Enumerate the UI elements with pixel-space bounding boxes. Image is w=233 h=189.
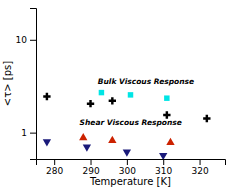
point bbox=[128, 92, 133, 97]
tick-mark bbox=[127, 159, 128, 165]
tick-mark bbox=[200, 159, 201, 165]
point bbox=[43, 139, 51, 146]
tick-label: 1 bbox=[21, 128, 27, 138]
point bbox=[123, 150, 131, 157]
point bbox=[164, 95, 169, 100]
y-axis: 1 10 bbox=[16, 9, 37, 160]
axis-line bbox=[37, 160, 226, 166]
tick-label: 320 bbox=[191, 166, 208, 176]
tick-label: 300 bbox=[119, 166, 136, 176]
y-axis-title: <τ> [ps] bbox=[2, 61, 13, 106]
series bbox=[99, 90, 170, 101]
x-axis-title: Temperature [K] bbox=[89, 176, 171, 187]
chart: 280 290 300 310 320 1 10 Temperature [K] <τ> [ps… bbox=[0, 0, 233, 189]
point bbox=[203, 115, 210, 122]
point bbox=[79, 133, 87, 140]
point bbox=[99, 90, 104, 95]
point bbox=[108, 136, 116, 143]
point bbox=[83, 145, 91, 152]
tick-label: 10 bbox=[16, 35, 28, 45]
point bbox=[159, 153, 167, 159]
tick: 290 bbox=[82, 159, 99, 176]
tick-mark bbox=[30, 133, 36, 134]
series bbox=[79, 133, 175, 145]
tick-label: 280 bbox=[46, 166, 63, 176]
annotation: Bulk Viscous Response bbox=[98, 77, 194, 86]
series bbox=[43, 139, 168, 159]
tick-mark bbox=[54, 159, 55, 165]
point bbox=[166, 138, 174, 145]
x-axis: 280 290 300 310 320 bbox=[37, 159, 226, 176]
tick: 320 bbox=[191, 159, 208, 176]
tick-mark bbox=[30, 40, 36, 41]
tick: 10 bbox=[16, 35, 36, 45]
point bbox=[87, 100, 94, 107]
tick: 280 bbox=[46, 159, 63, 176]
axis-line bbox=[30, 9, 37, 160]
tick-label: 290 bbox=[82, 166, 99, 176]
tick: 1 bbox=[21, 128, 36, 138]
point bbox=[109, 97, 116, 104]
tick-mark bbox=[91, 159, 92, 165]
plot-area bbox=[43, 90, 211, 159]
tick: 310 bbox=[155, 159, 172, 176]
point bbox=[43, 93, 50, 100]
annotation: Shear Viscous Response bbox=[80, 118, 182, 127]
tick-label: 310 bbox=[155, 166, 172, 176]
tick: 300 bbox=[119, 159, 136, 176]
tick-mark bbox=[163, 159, 164, 165]
